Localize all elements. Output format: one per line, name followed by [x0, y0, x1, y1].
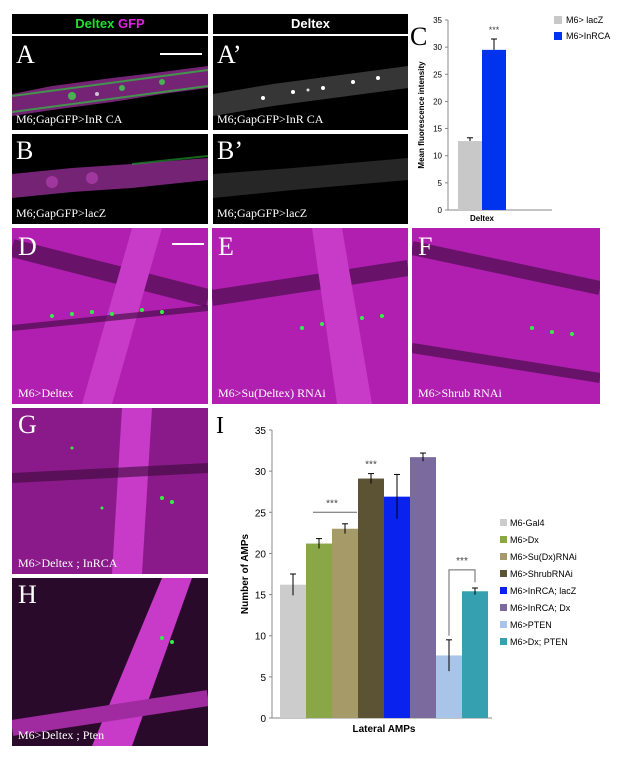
chart-i-legend-label: M6>ShrubRNAi [510, 569, 573, 579]
panel-a-letter: A [16, 40, 35, 69]
panel-b-prime-caption: M6;GapGFP>lacZ [217, 206, 308, 220]
panel-g-caption: M6>Deltex ; InRCA [18, 556, 118, 570]
header-deltex-label: Deltex [75, 16, 115, 31]
chart-i-bar [280, 584, 306, 718]
panel-a-prime: A’ M6;GapGFP>InR CA [213, 36, 408, 130]
chart-i-legend-swatch [500, 638, 507, 645]
header-deltex-right-label: Deltex [290, 16, 331, 31]
panel-b: B M6;GapGFP>lacZ [12, 134, 208, 224]
chart-c-legend-swatch [554, 16, 562, 24]
panel-h: H M6>Deltex ; Pten [12, 578, 208, 746]
panel-e-image [212, 228, 408, 404]
panel-a-image [12, 53, 208, 116]
chart-i-ylabel: Number of AMPs [240, 533, 251, 614]
chart-c-legend-swatch [554, 32, 562, 40]
chart-i-bar [384, 496, 410, 718]
chart-i-ytick-label: 35 [255, 426, 267, 437]
panel-f: F M6>Shrub RNAi [412, 228, 600, 404]
panel-d-caption: M6>Deltex [18, 386, 74, 400]
chart-c-ylabel: Mean fluorescence intensity [417, 61, 426, 169]
chart-i-legend-label: M6>InRCA; lacZ [510, 586, 577, 596]
chart-i-ytick-label: 5 [260, 673, 266, 684]
panel-a-prime-image [213, 66, 408, 116]
chart-i-legend-swatch [500, 604, 507, 611]
panel-a-caption: M6;GapGFP>InR CA [16, 112, 123, 126]
chart-i-ytick-label: 20 [255, 549, 267, 560]
chart-i-ytick-label: 15 [255, 591, 267, 602]
panel-g-letter: G [18, 410, 37, 439]
chart-i-bar [410, 457, 436, 718]
panel-b-letter: B [16, 136, 34, 165]
panel-f-caption: M6>Shrub RNAi [418, 386, 502, 400]
panel-g-image [12, 408, 208, 574]
panel-f-image [412, 228, 600, 404]
panel-c-letter: C [410, 22, 428, 51]
chart-c-ytick-label: 30 [433, 43, 442, 52]
chart-i-legend-swatch [500, 519, 507, 526]
panel-d-image [12, 228, 208, 404]
chart-i-xlabel: Lateral AMPs [353, 724, 416, 735]
header-deltex-gfp: Deltex GFP [12, 14, 208, 34]
chart-c-ytick-label: 0 [438, 206, 443, 215]
chart-i-legend-swatch [500, 553, 507, 560]
chart-c-legend-label: M6> lacZ [566, 15, 604, 25]
chart-i-ytick-label: 30 [255, 467, 267, 478]
chart-i-legend-swatch [500, 587, 507, 594]
chart-i-ytick-label: 10 [255, 632, 267, 643]
panel-e-caption: M6>Su(Deltex) RNAi [218, 386, 326, 400]
panel-b-image [12, 155, 208, 198]
chart-i-legend-label: M6>InRCA; Dx [510, 603, 571, 613]
chart-i-legend-label: M6>PTEN [510, 620, 552, 630]
chart-i-ytick-label: 25 [255, 508, 267, 519]
chart-c: 0 5 10 15 20 25 30 35 Mean fluorescence intensit… [417, 15, 610, 223]
header-gfp-label: GFP [117, 16, 145, 31]
chart-c-bar [482, 49, 506, 210]
chart-i-annotation-1: *** [326, 498, 338, 509]
chart-i-legend-swatch [500, 570, 507, 577]
chart-i-legend-swatch [500, 536, 507, 543]
chart-i-legend-label: M6-Gal4 [510, 518, 545, 528]
chart-c-ytick-label: 15 [433, 125, 442, 134]
chart-c-ytick-label: 5 [438, 179, 443, 188]
chart-c-ytick-label: 20 [433, 97, 442, 106]
chart-i-bracket-3 [448, 569, 476, 636]
panel-e-letter: E [218, 232, 234, 261]
chart-c-bar [458, 141, 482, 210]
panel-h-caption: M6>Deltex ; Pten [18, 728, 105, 742]
chart-i-bar [358, 478, 384, 718]
panel-b-prime-image [213, 158, 408, 198]
chart-i-ytick-label: 0 [260, 714, 266, 725]
chart-c-xlabel: Deltex [470, 214, 495, 223]
panel-h-letter: H [18, 580, 37, 609]
chart-i-legend-swatch [500, 621, 507, 628]
panel-a-prime-letter: A’ [217, 40, 242, 69]
chart-c-annotation: *** [489, 25, 500, 35]
chart-i-bar [462, 591, 488, 718]
chart-i-legend-label: M6>Dx [510, 535, 539, 545]
panel-d: D M6>Deltex [12, 228, 208, 404]
panel-e: E M6>Su(Deltex) RNAi [212, 228, 408, 404]
panel-i-letter: I [216, 413, 224, 439]
panel-b-caption: M6;GapGFP>lacZ [16, 206, 107, 220]
panel-h-image [12, 578, 208, 746]
chart-i-bar [306, 543, 332, 718]
chart-i-annotation-2: *** [365, 460, 377, 471]
chart-i-bar [332, 528, 358, 718]
chart-i-annotation-3: *** [456, 556, 468, 567]
chart-c-ytick-label: 10 [433, 152, 442, 161]
panel-b-prime: B’ M6;GapGFP>lacZ [213, 134, 408, 224]
panel-b-prime-letter: B’ [217, 136, 243, 165]
chart-c-legend-label: M6>InRCA [566, 31, 610, 41]
chart-i-legend-label: M6>Su(Dx)RNAi [510, 552, 577, 562]
chart-c-ytick-label: 35 [433, 16, 442, 25]
panel-a-prime-caption: M6;GapGFP>InR CA [217, 112, 324, 126]
panel-d-letter: D [18, 232, 37, 261]
panel-g: G M6>Deltex ; InRCA [12, 408, 208, 574]
panel-a: A M6;GapGFP>InR CA [12, 36, 208, 130]
header-deltex-right: Deltex [213, 14, 408, 34]
panel-f-letter: F [418, 232, 433, 261]
chart-i-legend-label: M6>Dx; PTEN [510, 637, 568, 647]
chart-i: 0 5 10 15 20 25 30 35 Number of AMPs *** *** *** Lat… [240, 426, 577, 735]
chart-c-ytick-label: 25 [433, 70, 442, 79]
